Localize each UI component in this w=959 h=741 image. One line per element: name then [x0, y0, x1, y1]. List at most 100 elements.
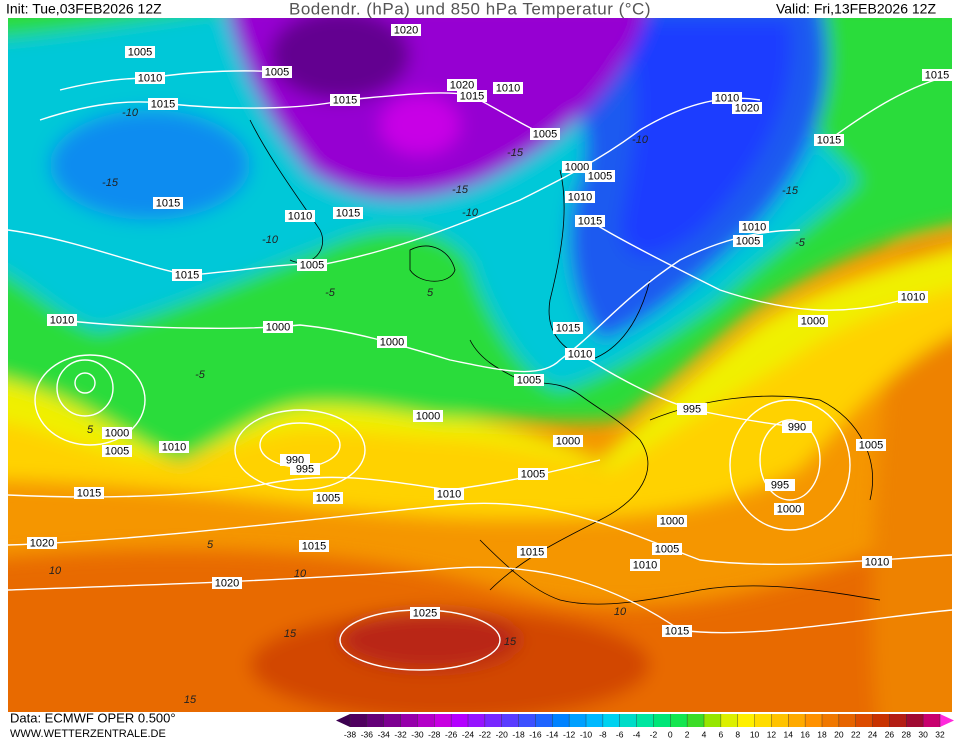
colorbar-bin: [872, 714, 890, 727]
colorbar-bin: [923, 714, 941, 727]
isobar-label: 1005: [585, 170, 615, 182]
colorbar-bin: [586, 714, 604, 727]
isobar-labels: 1005101010151020100510151020101510101005…: [27, 24, 952, 637]
isotherm-label: -10: [122, 107, 139, 119]
isobar-label-box: [410, 607, 440, 619]
isotherm-label: 10: [49, 565, 62, 577]
colorbar-tick-label: -38: [344, 729, 357, 739]
isobar-label: 1020: [447, 79, 477, 91]
isobar-label: 1000: [263, 321, 293, 333]
isobar-label-box: [159, 441, 189, 453]
isotherm-label: -15: [782, 185, 799, 197]
isobar-label: 1010: [712, 92, 742, 104]
isobar-label: 1015: [148, 98, 178, 110]
isobar-label-text: 995: [771, 479, 789, 491]
colorbar-bin: [720, 714, 739, 727]
colorbar-bin: [636, 714, 654, 727]
isotherm-label: 10: [294, 568, 307, 580]
isobar: [8, 566, 952, 634]
isobar-label: 1020: [391, 24, 421, 36]
isobar-label-text: 1010: [568, 348, 592, 360]
isobar-label-text: 1010: [568, 191, 592, 203]
isobar-label: 1010: [47, 314, 77, 326]
isobar-label: 1010: [565, 191, 595, 203]
isobar-label-text: 1010: [901, 291, 925, 303]
colorbar-bin: [687, 714, 705, 727]
isobar-label-text: 1015: [460, 90, 484, 102]
field-deepblue: [620, 20, 792, 257]
isobar-label-text: 1010: [162, 441, 186, 453]
isobar-label-text: 1015: [520, 546, 544, 558]
colorbar-tick-label: -26: [445, 729, 458, 739]
colorbar-tick-label: 10: [750, 729, 760, 739]
isobar-label-text: 1000: [777, 503, 801, 515]
isobar-label-box: [212, 577, 242, 589]
isobar-label-box: [333, 207, 363, 219]
isobar-label-box: [530, 128, 560, 140]
isotherm-label: -15: [102, 177, 119, 189]
colorbar-tick-label: -32: [394, 729, 407, 739]
isobar-label-box: [862, 556, 892, 568]
isobar-label-text: 1000: [380, 336, 404, 348]
isobar-label: 1010: [159, 441, 189, 453]
isobar-label: 1010: [434, 488, 464, 500]
isotherm-label: 5: [87, 424, 94, 436]
colorbar-bin: [737, 714, 756, 727]
colorbar-tick-label: -8: [599, 729, 607, 739]
isobar-label: 1000: [774, 503, 804, 515]
isobar-label: 1010: [630, 559, 660, 571]
colorbar-tick-label: 30: [918, 729, 928, 739]
isobar-label-box: [377, 336, 407, 348]
isobar-label: 1015: [74, 487, 104, 499]
isobar: [759, 419, 821, 501]
isobar-label-box: [148, 98, 178, 110]
isobar-label-text: 1000: [105, 427, 129, 439]
isobar-label-box: [290, 463, 320, 475]
isotherm-label: -15: [452, 184, 469, 196]
isobar-label-box: [125, 46, 155, 58]
isobar-label: 1020: [212, 577, 242, 589]
header-bar: [0, 0, 959, 18]
isobar-label: 1020: [732, 102, 762, 114]
isobar: [59, 229, 801, 373]
isobar-label: 1015: [662, 625, 692, 637]
colorbar-bin: [400, 714, 418, 727]
isobar: [74, 372, 96, 394]
isobar-label: 1005: [514, 374, 544, 386]
isobar-label-text: 995: [683, 403, 701, 415]
colorbar-bin: [468, 714, 486, 727]
colorbar-tick-label: 12: [767, 729, 777, 739]
colorbar-tick-label: 20: [834, 729, 844, 739]
isobar-label-box: [856, 439, 886, 451]
isobar-label-box: [657, 515, 687, 527]
isobar-label-text: 1015: [578, 215, 602, 227]
isobar-label-text: 1015: [336, 207, 360, 219]
isobar: [34, 354, 146, 446]
colorbar-tick-label: 14: [784, 729, 794, 739]
colorbar-bin: [434, 714, 452, 727]
isobar-label-text: 1015: [175, 269, 199, 281]
isobar-label: 1005: [125, 46, 155, 58]
isobar-label-text: 1020: [215, 577, 239, 589]
colorbar-bin: [619, 714, 638, 727]
isobar-label: 1000: [798, 315, 828, 327]
isobar-label-box: [814, 134, 844, 146]
colorbar-tick-label: -4: [633, 729, 641, 739]
isobar-label-box: [518, 468, 548, 480]
isobar-label-box: [517, 546, 547, 558]
colorbar-tick-label: 24: [868, 729, 878, 739]
coastline: [409, 245, 456, 282]
isobar-label: 1025: [410, 607, 440, 619]
colorbar-bin: [838, 714, 857, 727]
isobar-label-text: 1005: [517, 374, 541, 386]
isobar-label-box: [553, 322, 583, 334]
isobar-label-text: 1015: [556, 322, 580, 334]
isobar-label: 1015: [457, 90, 487, 102]
coastline: [479, 539, 881, 605]
isobar-label-box: [263, 321, 293, 333]
colorbar-tick-label: 4: [702, 729, 707, 739]
isobar-label: 1015: [172, 269, 202, 281]
